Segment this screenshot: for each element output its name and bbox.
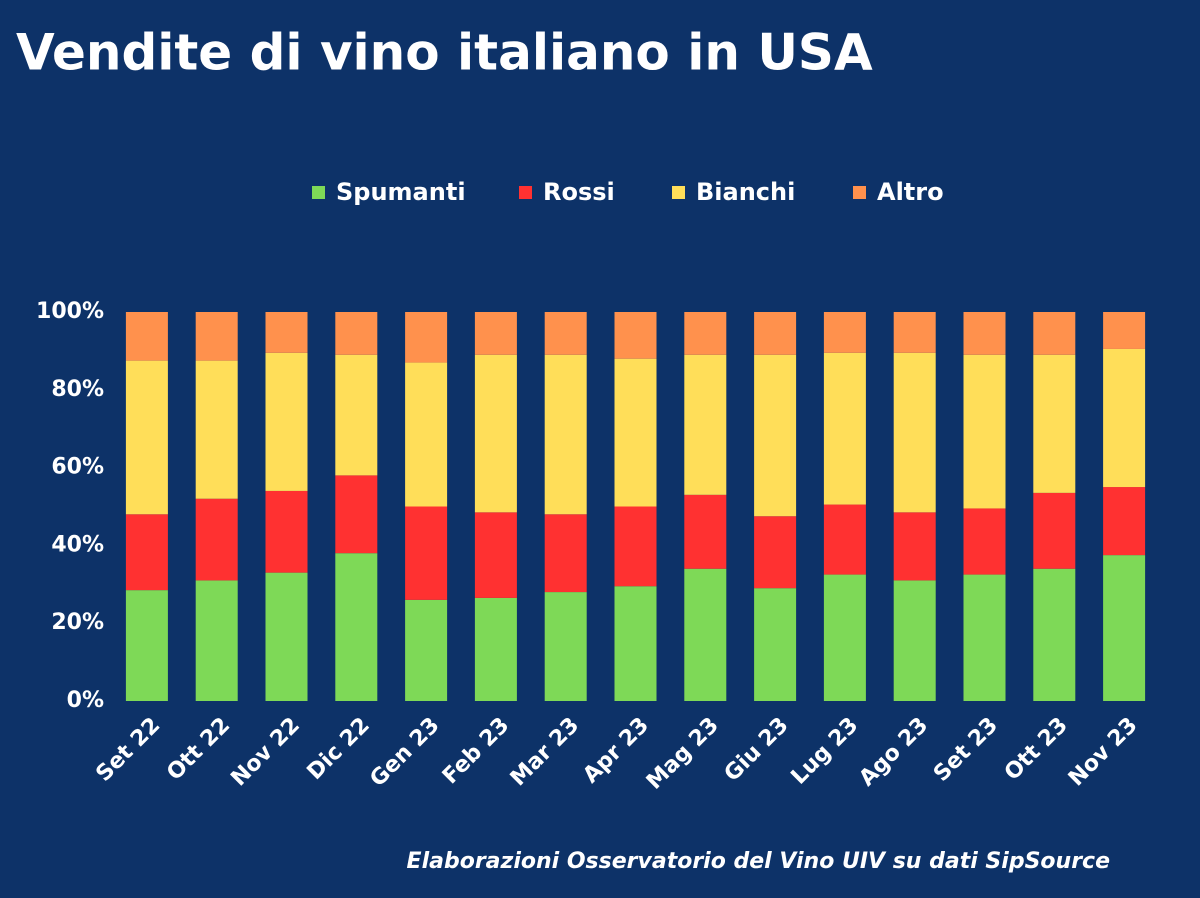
bar-segment bbox=[684, 494, 727, 569]
bar-segment bbox=[963, 508, 1006, 575]
bar-segment bbox=[963, 574, 1006, 701]
bar-segment bbox=[544, 354, 587, 515]
legend-swatch bbox=[519, 186, 532, 199]
bar-segment bbox=[544, 514, 587, 593]
bar-segment bbox=[893, 512, 936, 581]
chart-title: Vendite di vino italiano in USA bbox=[16, 24, 873, 82]
bar-segment bbox=[684, 568, 727, 701]
bar-segment bbox=[963, 354, 1006, 509]
bar-segment bbox=[195, 498, 238, 581]
bar-segment bbox=[823, 352, 866, 505]
bar-segment bbox=[125, 312, 168, 361]
bar-segment bbox=[125, 360, 168, 515]
bar-segment bbox=[754, 588, 797, 701]
y-tick-label: 60% bbox=[51, 455, 104, 480]
bar-segment bbox=[125, 590, 168, 701]
bar-segment bbox=[405, 506, 448, 600]
bar-segment bbox=[265, 352, 308, 491]
bar-segment bbox=[754, 312, 797, 355]
bar-segment bbox=[893, 580, 936, 701]
legend-swatch bbox=[672, 186, 685, 199]
y-tick-label: 20% bbox=[51, 610, 104, 635]
bar-segment bbox=[1103, 555, 1146, 701]
bar-segment bbox=[614, 358, 657, 507]
bar-segment bbox=[684, 312, 727, 355]
bar-segment bbox=[335, 553, 378, 701]
bar-segment bbox=[335, 354, 378, 476]
legend-label: Spumanti bbox=[336, 178, 466, 206]
legend-label: Rossi bbox=[543, 178, 615, 206]
legend-label: Bianchi bbox=[696, 178, 795, 206]
source-note: Elaborazioni Osservatorio del Vino UIV s… bbox=[407, 849, 1111, 874]
bar-segment bbox=[1103, 487, 1146, 556]
y-tick-label: 100% bbox=[36, 299, 104, 324]
bar-segment bbox=[823, 312, 866, 353]
bar-segment bbox=[195, 360, 238, 499]
bar-segment bbox=[474, 597, 517, 701]
y-tick-label: 80% bbox=[51, 377, 104, 402]
bar-segment bbox=[1103, 348, 1146, 488]
bar-segment bbox=[1033, 354, 1076, 493]
bar-segment bbox=[335, 475, 378, 554]
bar-segment bbox=[125, 514, 168, 591]
bar-segment bbox=[754, 354, 797, 517]
bar-segment bbox=[474, 512, 517, 598]
bar-segment bbox=[1103, 312, 1146, 349]
bar-segment bbox=[614, 312, 657, 359]
bar-segment bbox=[195, 580, 238, 701]
bar-segment bbox=[754, 516, 797, 589]
bar-segment bbox=[1033, 312, 1076, 355]
bar-segment bbox=[405, 599, 448, 701]
bar-segment bbox=[893, 352, 936, 513]
bar-segment bbox=[474, 312, 517, 355]
bar-segment bbox=[614, 506, 657, 587]
bar-segment bbox=[963, 312, 1006, 355]
bar-segment bbox=[405, 312, 448, 363]
legend-swatch bbox=[312, 186, 325, 199]
legend-label: Altro bbox=[877, 178, 944, 206]
bar-segment bbox=[1033, 492, 1076, 569]
bar-segment bbox=[265, 490, 308, 573]
bar-segment bbox=[1033, 568, 1076, 701]
y-tick-label: 40% bbox=[51, 532, 104, 557]
bar-segment bbox=[544, 592, 587, 701]
bar-segment bbox=[405, 362, 448, 507]
bar-segment bbox=[823, 574, 866, 701]
bar-segment bbox=[335, 312, 378, 355]
legend-swatch bbox=[853, 186, 866, 199]
bar-segment bbox=[195, 312, 238, 361]
bar-segment bbox=[823, 504, 866, 575]
y-tick-label: 0% bbox=[67, 688, 104, 713]
bar-segment bbox=[684, 354, 727, 495]
bar-segment bbox=[544, 312, 587, 355]
bar-segment bbox=[893, 312, 936, 353]
bar-segment bbox=[474, 354, 517, 513]
bar-segment bbox=[265, 312, 308, 353]
bar-segment bbox=[614, 586, 657, 701]
bar-segment bbox=[265, 572, 308, 701]
